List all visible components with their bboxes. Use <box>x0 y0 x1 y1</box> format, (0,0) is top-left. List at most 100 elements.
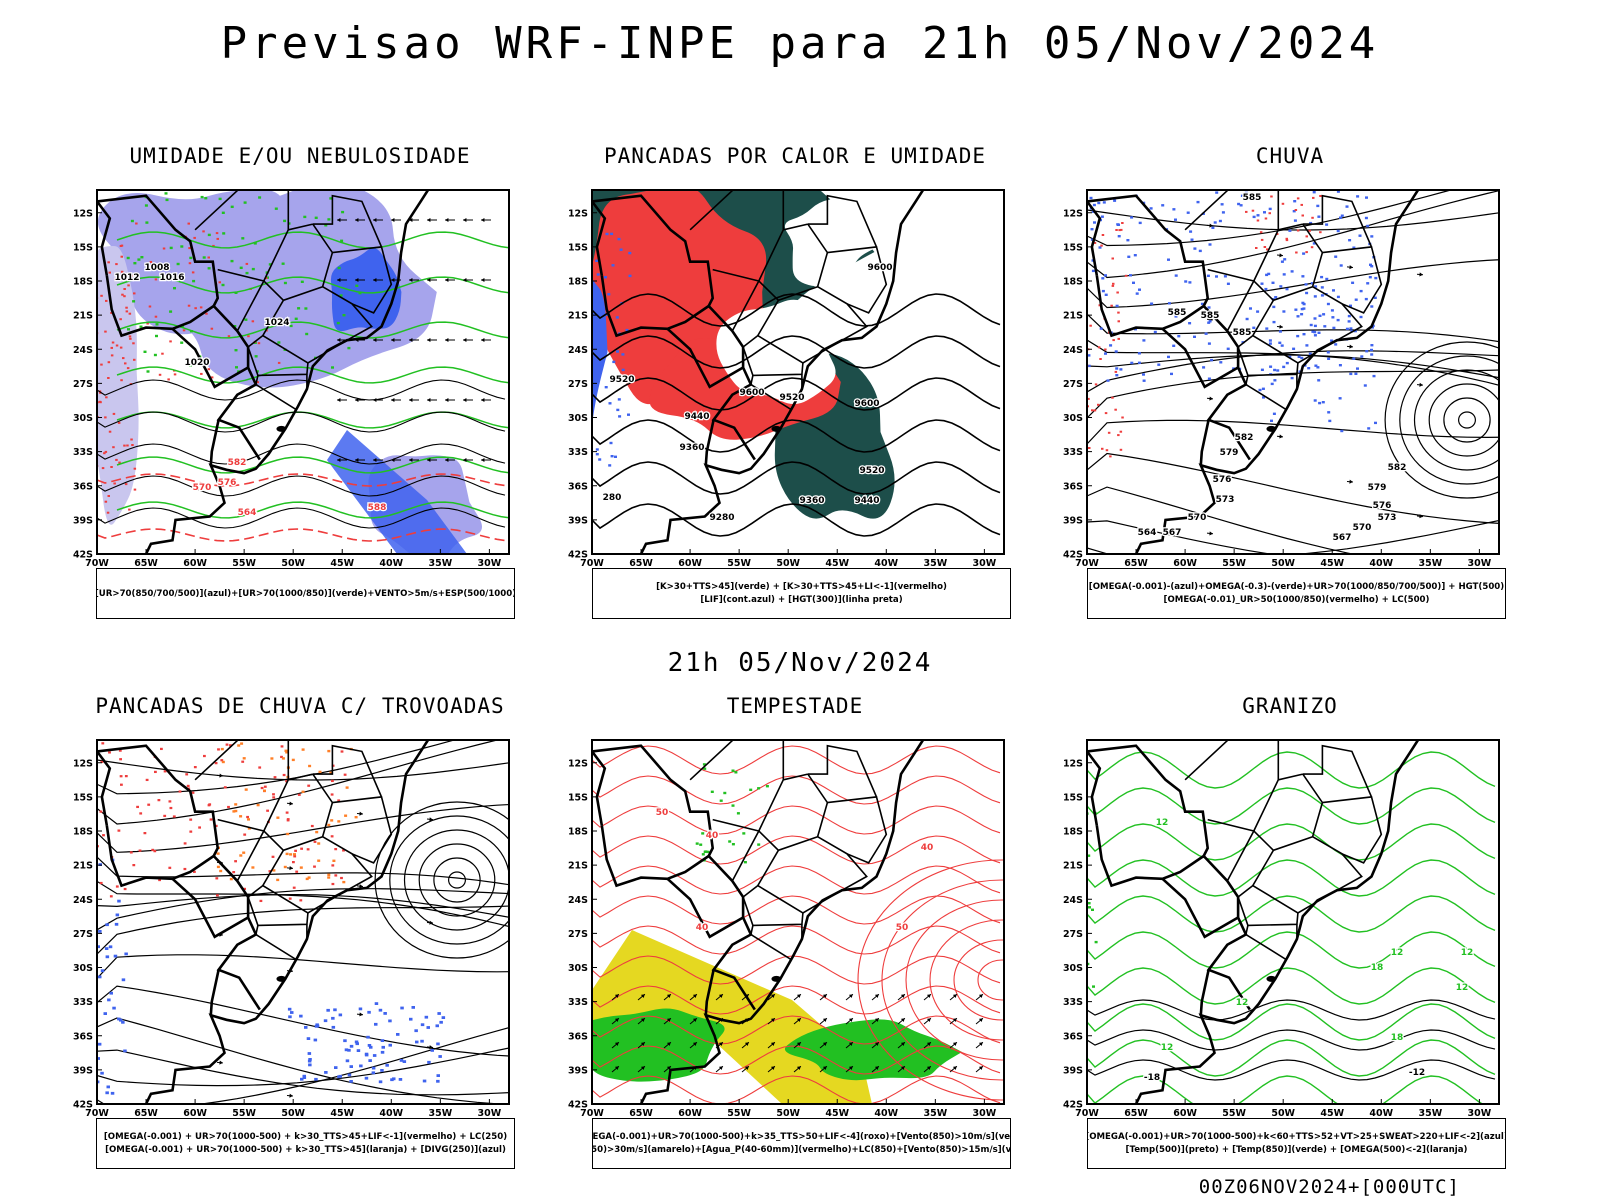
rain-omega-cell <box>1368 276 1372 279</box>
rain-omega-cell <box>1356 367 1359 370</box>
thunderstorm-cell <box>186 784 190 788</box>
pressure-contour <box>97 379 506 401</box>
lon-label: 55W <box>1222 1108 1246 1119</box>
storm-cell <box>703 850 707 853</box>
thickness-cell <box>154 315 158 318</box>
lifted-index-cell <box>588 269 591 271</box>
thickness-andes <box>99 391 102 394</box>
rain-omega-cell <box>1256 310 1260 313</box>
thunderstorm-cell <box>216 894 219 897</box>
state-border <box>262 223 334 302</box>
political-boundaries <box>97 740 430 1104</box>
humidity-lowlevel-cell <box>283 281 287 285</box>
country-border <box>592 744 715 857</box>
thunderstorm-cell <box>143 832 147 835</box>
rain-instability-cell <box>1268 212 1271 215</box>
thunderstorm-cell <box>151 848 155 852</box>
temperature-cell <box>1082 946 1085 948</box>
divergence-cell <box>112 1006 116 1010</box>
temperature-cell <box>1069 979 1072 981</box>
rain-instability-cell <box>1117 434 1120 437</box>
lat-label: 27S <box>1063 379 1083 390</box>
humidity-lowlevel-cell <box>355 284 359 287</box>
divergence-cell <box>308 1063 312 1067</box>
rain-instability-cell <box>1110 304 1113 307</box>
divergence-cell <box>306 1037 311 1040</box>
lat-label: 24S <box>73 895 93 906</box>
temperature-cell <box>1078 943 1081 945</box>
humidity-lowlevel-cell <box>140 256 144 259</box>
streamline-arrow <box>289 1093 293 1098</box>
legend-hail: [OMEGA(-0.001)+UR>70(1000-500)+k<60+TTS>… <box>1087 1118 1506 1169</box>
rain-instability-cell <box>1072 408 1075 410</box>
lat-label: 36S <box>568 481 588 492</box>
temperature-cell <box>1087 962 1090 966</box>
rain-omega-cell <box>1138 221 1142 225</box>
state-border <box>261 836 373 914</box>
thunderstorm-cell <box>183 867 187 871</box>
rain-omega-cell <box>1325 223 1329 226</box>
thickness-cell <box>127 284 130 287</box>
wind-vector <box>445 217 449 223</box>
country-border <box>1199 419 1210 466</box>
storm-cell <box>703 767 707 770</box>
streamline <box>1087 519 1499 554</box>
rain-instability-cell <box>1098 304 1101 307</box>
streamline-850 <box>592 1075 1001 1104</box>
streamline-circulation <box>1384 341 1499 499</box>
rain-instability-cell <box>1311 216 1314 219</box>
humidity-lowlevel-cell <box>202 256 206 259</box>
streamline-850 <box>592 895 1001 925</box>
thunderstorm-cell <box>342 849 345 852</box>
rain-omega-cell <box>1167 258 1170 261</box>
divergence-cell <box>88 1023 92 1026</box>
divergence-cell <box>347 1048 351 1052</box>
panel-title: TEMPESTADE <box>726 694 864 718</box>
thickness-cell <box>188 262 192 265</box>
rain-omega-cell <box>1133 254 1137 257</box>
thunderstorm-instability <box>283 865 287 869</box>
humidity-lowlevel-cell <box>337 266 341 270</box>
divergence-cell <box>307 1059 312 1063</box>
streamline-arrow <box>289 801 293 806</box>
country-border <box>592 750 607 826</box>
rain-omega-cell <box>1207 306 1211 309</box>
wind-vector <box>337 457 341 463</box>
rain-instability-cell <box>1097 346 1101 349</box>
thickness-andes <box>110 311 113 314</box>
thunderstorm-instability <box>239 815 243 818</box>
circulation-850 <box>929 919 1004 1041</box>
rain-instability-cell <box>1109 455 1112 458</box>
rain-omega-cell <box>1349 304 1352 307</box>
thickness-cell <box>216 237 219 240</box>
thunderstorm-instability <box>301 790 305 793</box>
rain-instability-cell <box>1114 370 1118 373</box>
humidity-lowlevel-cell <box>207 233 211 237</box>
rain-omega-cell <box>1352 246 1356 249</box>
lat-label: 30S <box>73 413 93 424</box>
thickness-andes <box>108 430 112 433</box>
contour-label: 576 <box>218 478 237 488</box>
rain-instability-cell <box>1319 231 1322 234</box>
humidity-lowlevel-cell <box>336 321 340 325</box>
streamline <box>97 856 509 886</box>
thunderstorm-cell <box>203 754 206 758</box>
lat-label: 39S <box>73 1065 93 1076</box>
wind-vector <box>373 397 377 403</box>
divergence-cell <box>367 1044 372 1047</box>
rain-omega-cell <box>1326 302 1330 306</box>
divergence-cell <box>372 1054 377 1057</box>
pressure-contour <box>97 507 506 529</box>
wind-vector <box>796 1066 801 1070</box>
streamline-arrow <box>1419 272 1423 277</box>
rain-omega-cell <box>1262 396 1265 399</box>
thunderstorm-cell <box>157 799 161 802</box>
wind-vector <box>355 457 359 463</box>
rain-omega-cell <box>1332 326 1336 330</box>
thunderstorm-cell <box>100 760 104 764</box>
divergence-cell <box>366 1035 370 1039</box>
thickness-cell <box>182 329 186 332</box>
thunderstorm-cell <box>108 751 111 754</box>
humidity-lowlevel-cell <box>169 310 173 313</box>
lifted-index-cell <box>572 432 575 434</box>
